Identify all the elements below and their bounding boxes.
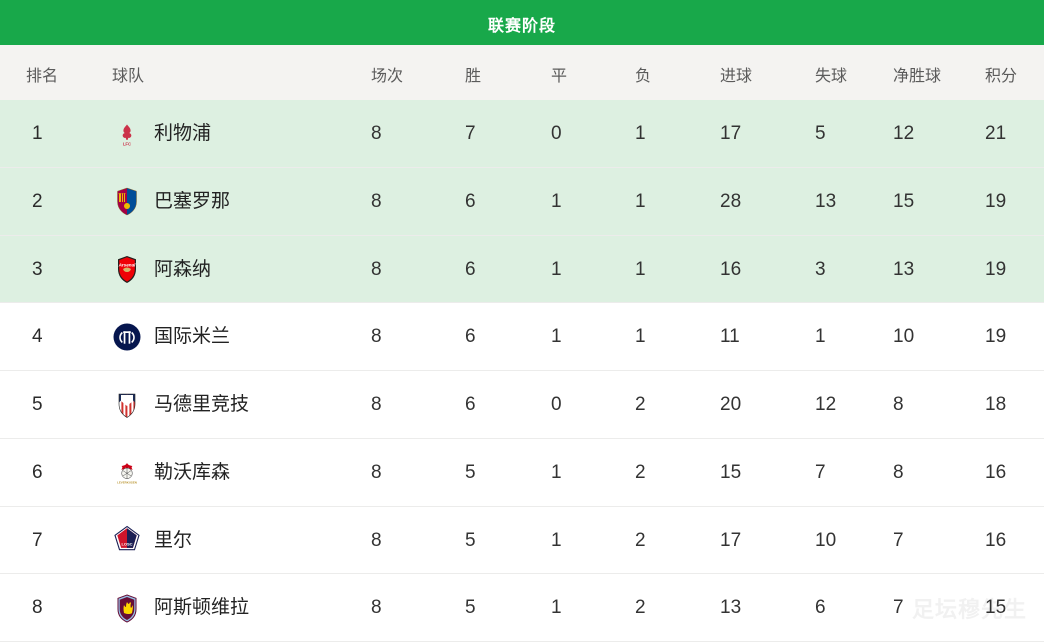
svg-text:LOSC: LOSC <box>121 541 132 546</box>
svg-text:Arsenal: Arsenal <box>118 262 137 267</box>
svg-text:LEVERKUSEN: LEVERKUSEN <box>117 480 137 484</box>
svg-text:LFC: LFC <box>123 142 131 147</box>
